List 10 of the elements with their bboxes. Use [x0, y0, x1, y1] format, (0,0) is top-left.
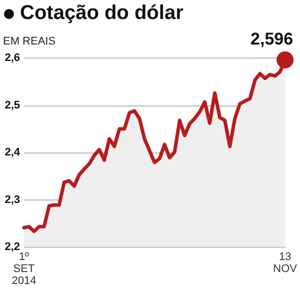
y-tick-label: 2,5 [4, 99, 20, 112]
y-tick-label: 2,6 [4, 52, 20, 64]
chart-title: Cotação do dólar [20, 2, 184, 25]
y-tick-label: 2,4 [4, 146, 21, 158]
x-tick-label: 13 NOV [273, 251, 298, 275]
y-axis-title: EM REAIS [3, 36, 56, 48]
y-tick-label: 2,3 [4, 194, 20, 206]
annotation: 2,596 [250, 29, 294, 48]
y-tick-label: 2,2 [4, 241, 20, 253]
x-tick-label: 1º SET 2014 [12, 251, 36, 287]
